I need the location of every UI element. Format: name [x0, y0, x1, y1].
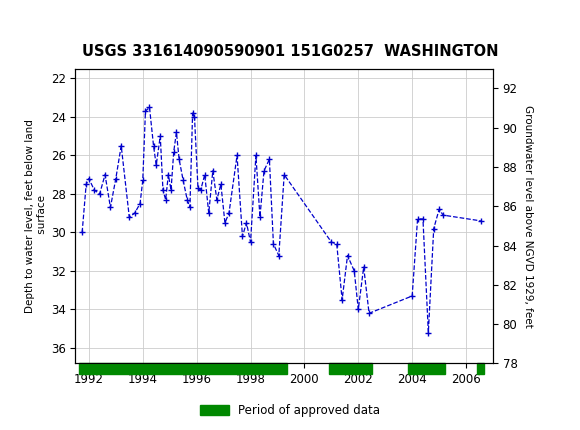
Y-axis label: Groundwater level above NGVD 1929, feet: Groundwater level above NGVD 1929, feet: [523, 104, 533, 328]
Bar: [408, 363, 444, 374]
Y-axis label: Depth to water level, feet below land
 surface: Depth to water level, feet below land su…: [25, 119, 46, 313]
Text: ≡USGS: ≡USGS: [9, 14, 79, 31]
Legend: Period of approved data: Period of approved data: [195, 399, 385, 422]
Bar: [79, 363, 287, 374]
Bar: [477, 363, 484, 374]
Bar: [329, 363, 372, 374]
Text: USGS 331614090590901 151G0257  WASHINGTON: USGS 331614090590901 151G0257 WASHINGTON: [82, 44, 498, 59]
